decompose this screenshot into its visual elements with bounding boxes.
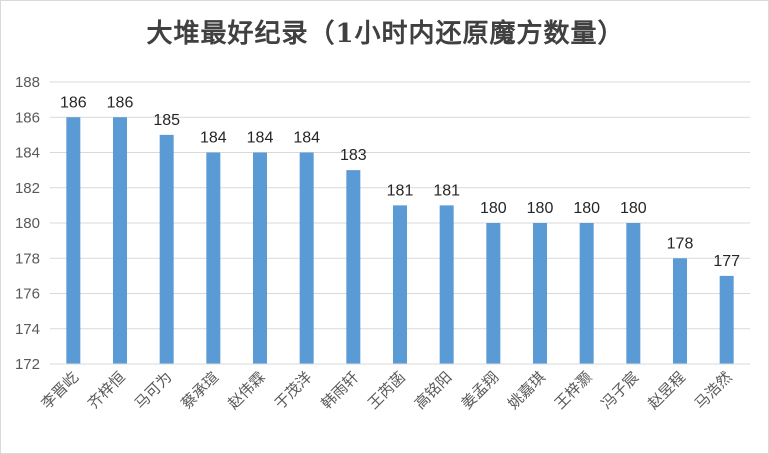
- y-tick-label: 186: [15, 109, 40, 126]
- category-label: 王梓灏: [551, 368, 596, 413]
- y-tick-label: 174: [15, 321, 40, 338]
- chart-title: 大堆最好纪录（1小时内还原魔方数量）: [146, 19, 625, 49]
- category-label: 李晋屹: [38, 368, 83, 413]
- y-tick-label: 188: [15, 74, 40, 91]
- category-label: 赵伟霖: [224, 368, 269, 413]
- data-label: 180: [620, 200, 647, 217]
- category-label: 齐梓恒: [84, 368, 129, 413]
- category-label: 马浩然: [691, 368, 736, 413]
- category-label: 马可为: [131, 368, 176, 413]
- data-label: 180: [573, 200, 600, 217]
- data-label: 181: [387, 182, 414, 199]
- category-label: 姚嘉琪: [504, 368, 549, 413]
- bar: [113, 117, 127, 364]
- bar: [253, 152, 267, 364]
- bar: [159, 134, 174, 364]
- bar: [673, 258, 687, 364]
- data-label: 184: [293, 130, 320, 147]
- category-label: 蔡承瑄: [178, 368, 223, 413]
- data-label: 186: [60, 94, 87, 111]
- category-label: 高铭阳: [411, 368, 456, 413]
- data-label: 180: [480, 200, 507, 217]
- data-label: 185: [153, 112, 180, 129]
- bar: [579, 223, 594, 364]
- data-label: 180: [527, 200, 554, 217]
- bar: [346, 170, 361, 364]
- data-label: 184: [247, 130, 274, 147]
- bar: [626, 223, 641, 364]
- data-label: 181: [433, 182, 460, 199]
- bar: [533, 223, 547, 364]
- y-tick-label: 182: [15, 180, 40, 197]
- category-label: 王芮菡: [364, 368, 409, 413]
- bar: [439, 205, 454, 364]
- category-label: 韩雨轩: [318, 368, 363, 413]
- category-label: 于茂洋: [271, 368, 316, 413]
- data-label: 183: [340, 147, 367, 164]
- bar: [393, 205, 407, 364]
- bar: [719, 275, 734, 364]
- y-tick-label: 172: [15, 356, 40, 373]
- category-label: 赵昱程: [644, 368, 689, 413]
- data-label: 178: [667, 235, 694, 252]
- y-tick-label: 180: [15, 215, 40, 232]
- bar: [486, 223, 501, 364]
- bar: [299, 152, 314, 364]
- bar: [66, 117, 81, 364]
- y-tick-label: 178: [15, 250, 40, 267]
- data-label: 184: [200, 130, 227, 147]
- data-label: 177: [713, 253, 740, 270]
- bar: [206, 152, 221, 364]
- y-tick-label: 184: [15, 145, 40, 162]
- data-label: 186: [107, 94, 134, 111]
- category-label: 姜孟翔: [458, 368, 503, 413]
- y-tick-label: 176: [15, 286, 40, 303]
- category-label: 冯子宸: [598, 368, 643, 413]
